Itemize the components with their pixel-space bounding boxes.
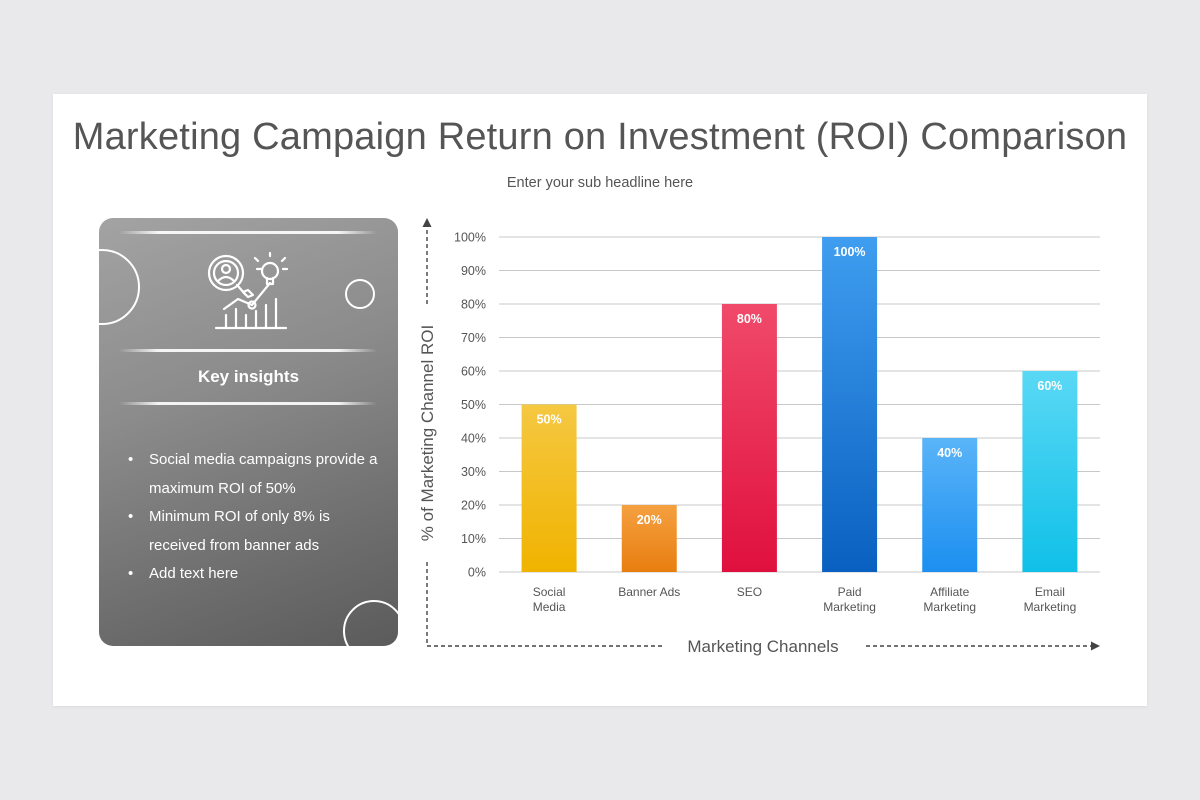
bar-value-label: 60% <box>1037 379 1062 393</box>
card-divider <box>119 231 377 234</box>
key-insights-card: Key insights Social media campaigns prov… <box>99 218 398 646</box>
axis-decorations: Marketing Channels % of Marketing Channel… <box>418 218 1100 656</box>
y-tick-label: 60% <box>461 365 486 379</box>
bar-layer: 50% 20% 80% 100% 40% 60% <box>521 237 1078 572</box>
analytics-insight-icon <box>207 251 289 330</box>
slide-subtitle: Enter your sub headline here <box>506 175 694 191</box>
x-tick-label: Affiliate Marketing <box>923 585 976 614</box>
bar <box>822 237 878 572</box>
bar-value-label: 20% <box>637 513 662 527</box>
y-tick-label: 80% <box>461 298 486 312</box>
bar <box>1022 371 1078 572</box>
insights-list: Social media campaigns provide a maximum… <box>125 446 385 589</box>
bar <box>721 304 777 572</box>
y-tick-label: 50% <box>461 398 486 412</box>
insight-item: Minimum ROI of only 8% is received from … <box>125 503 385 560</box>
x-tick-label: Paid Marketing <box>823 585 876 614</box>
x-tick-label: Email Marketing <box>1024 585 1077 614</box>
y-tick-label: 40% <box>461 432 486 446</box>
card-divider <box>119 349 377 352</box>
y-tick-label: 20% <box>461 499 486 513</box>
bar-value-label: 40% <box>937 446 962 460</box>
x-axis-arrowhead <box>1091 641 1100 651</box>
y-tick-label: 70% <box>461 331 486 345</box>
y-axis-title: % of Marketing Channel ROI <box>418 325 437 541</box>
x-axis-title: Marketing Channels <box>687 637 838 656</box>
x-tick-label: SEO <box>737 585 762 599</box>
x-tick-labels: Social Media Banner Ads SEO Paid Marketing Aff… <box>533 585 1077 614</box>
decorative-ring <box>343 600 398 646</box>
bar <box>922 438 978 572</box>
card-heading: Key insights <box>197 367 300 386</box>
bar-value-label: 50% <box>537 413 562 427</box>
x-tick-label: Social Media <box>533 585 566 614</box>
y-tick-label: 100% <box>454 231 486 245</box>
y-tick-label: 0% <box>468 566 486 580</box>
bar <box>521 404 577 572</box>
x-tick-label: Banner Ads <box>618 585 680 599</box>
grid-layer <box>499 236 1100 573</box>
slide: Marketing Campaign Return on Investment … <box>53 94 1147 706</box>
y-tick-label: 90% <box>461 264 486 278</box>
y-tick-label: 10% <box>461 532 486 546</box>
insight-item: Social media campaigns provide a maximum… <box>125 446 385 503</box>
y-tick-label: 30% <box>461 465 486 479</box>
bar-value-label: 100% <box>834 245 866 259</box>
bar <box>621 505 677 572</box>
roi-bar-chart: 0% 10% 20% 30% 40% 50% 60% 70% 80% 90% 100% 50% 20%… <box>418 218 1100 656</box>
y-tick-labels: 0% 10% 20% 30% 40% 50% 60% 70% 80% 90% 100% <box>454 231 486 580</box>
insight-item: Add text here <box>125 560 385 589</box>
bar-value-label: 80% <box>737 312 762 326</box>
slide-title: Marketing Campaign Return on Investment … <box>72 116 1128 158</box>
card-divider <box>119 402 377 405</box>
decorative-ring <box>345 279 375 309</box>
y-axis-arrowhead <box>422 218 432 227</box>
